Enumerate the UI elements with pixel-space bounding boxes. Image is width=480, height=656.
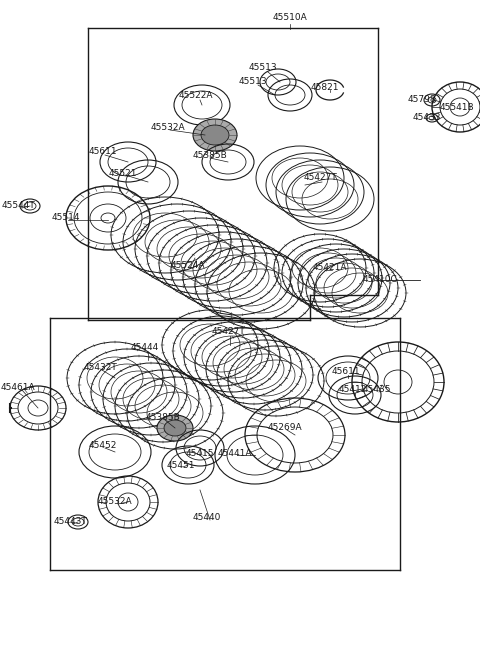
Text: 45452: 45452 (89, 440, 117, 449)
Text: 45427T: 45427T (303, 173, 337, 182)
Text: 45541B: 45541B (440, 102, 474, 112)
Text: 45433: 45433 (413, 113, 441, 123)
Text: 45427T: 45427T (211, 327, 245, 337)
Text: 45522A: 45522A (179, 91, 213, 100)
Ellipse shape (157, 415, 193, 441)
Text: 45513: 45513 (249, 64, 277, 73)
Text: 45443T: 45443T (53, 518, 87, 527)
Text: 45435: 45435 (363, 386, 391, 394)
Text: 45532A: 45532A (151, 123, 185, 131)
Text: 45611: 45611 (89, 148, 117, 157)
Text: 45461A: 45461A (0, 384, 36, 392)
Text: 45532A: 45532A (98, 497, 132, 506)
Ellipse shape (193, 119, 237, 151)
Text: 45269A: 45269A (268, 422, 302, 432)
Ellipse shape (164, 420, 186, 436)
Text: 45385B: 45385B (145, 413, 180, 422)
Text: 45514: 45514 (52, 213, 80, 222)
Text: 45412: 45412 (339, 386, 367, 394)
Text: 45441A: 45441A (218, 449, 252, 457)
Text: 45821: 45821 (311, 83, 339, 92)
Text: 45421A: 45421A (313, 264, 347, 272)
Text: 45451: 45451 (167, 461, 195, 470)
Text: 45521: 45521 (109, 169, 137, 178)
Text: 45524A: 45524A (171, 260, 205, 270)
Text: 45444: 45444 (131, 344, 159, 352)
Text: 45510A: 45510A (273, 14, 307, 22)
Text: 45415: 45415 (186, 449, 214, 457)
Text: 45513: 45513 (239, 77, 267, 87)
Text: 45410C: 45410C (362, 276, 397, 285)
Text: 45432T: 45432T (83, 363, 117, 373)
Ellipse shape (201, 125, 229, 145)
Text: 45798: 45798 (408, 96, 436, 104)
Text: 45440: 45440 (193, 514, 221, 522)
Text: 45544T: 45544T (1, 201, 35, 211)
Text: 45385B: 45385B (192, 150, 228, 159)
Text: 45611: 45611 (332, 367, 360, 377)
